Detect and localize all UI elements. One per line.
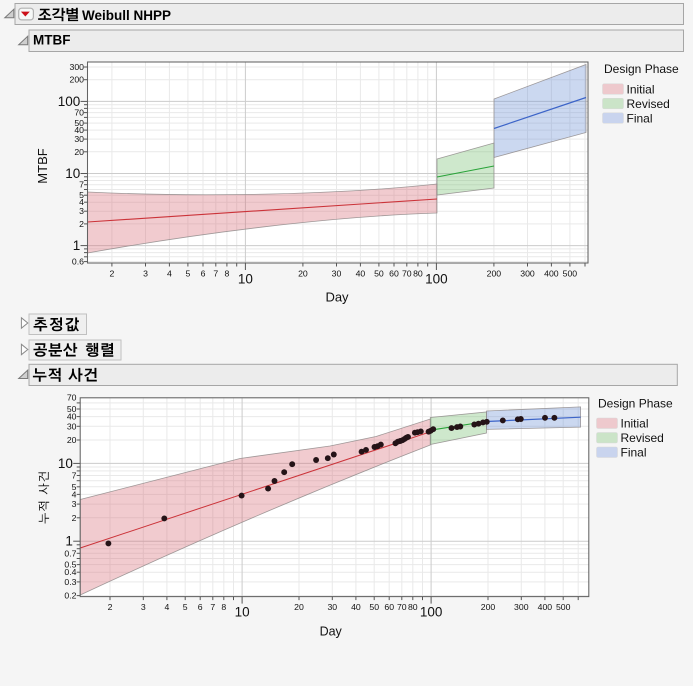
- svg-text:80: 80: [413, 269, 423, 279]
- svg-text:40: 40: [351, 602, 361, 612]
- svg-text:Initial: Initial: [621, 417, 649, 431]
- svg-text:MTBF: MTBF: [35, 148, 50, 183]
- svg-text:20: 20: [298, 269, 308, 279]
- svg-text:500: 500: [563, 269, 578, 279]
- svg-text:2: 2: [109, 269, 114, 279]
- svg-text:70: 70: [67, 393, 77, 403]
- svg-text:0.2: 0.2: [64, 591, 76, 601]
- svg-text:4: 4: [79, 197, 84, 207]
- svg-text:5: 5: [72, 482, 77, 492]
- svg-text:2: 2: [108, 602, 113, 612]
- svg-text:50: 50: [374, 269, 384, 279]
- svg-text:Day: Day: [325, 290, 349, 305]
- svg-text:7: 7: [72, 471, 77, 481]
- svg-text:30: 30: [327, 602, 337, 612]
- svg-text:30: 30: [67, 421, 77, 431]
- svg-text:60: 60: [384, 602, 394, 612]
- svg-text:50: 50: [369, 602, 379, 612]
- svg-text:10: 10: [65, 166, 80, 181]
- svg-text:70: 70: [397, 602, 407, 612]
- svg-text:0.7: 0.7: [64, 548, 76, 558]
- svg-text:100: 100: [58, 94, 81, 109]
- svg-text:0.4: 0.4: [64, 567, 76, 577]
- svg-text:8: 8: [224, 269, 229, 279]
- svg-text:2: 2: [79, 219, 84, 229]
- svg-text:300: 300: [70, 62, 85, 72]
- svg-text:Revised: Revised: [621, 431, 664, 445]
- svg-text:5: 5: [183, 602, 188, 612]
- svg-text:400: 400: [538, 602, 553, 612]
- svg-text:Final: Final: [627, 111, 653, 125]
- svg-text:30: 30: [332, 269, 342, 279]
- svg-text:8: 8: [221, 602, 226, 612]
- svg-text:300: 300: [520, 269, 535, 279]
- svg-text:1: 1: [65, 534, 73, 549]
- svg-text:70: 70: [402, 269, 412, 279]
- svg-text:500: 500: [556, 602, 571, 612]
- svg-text:200: 200: [70, 75, 85, 85]
- svg-text:Final: Final: [621, 446, 647, 460]
- svg-text:7: 7: [213, 269, 218, 279]
- svg-text:20: 20: [67, 435, 77, 445]
- svg-text:Design Phase: Design Phase: [604, 62, 679, 76]
- svg-text:20: 20: [74, 147, 84, 157]
- svg-text:3: 3: [141, 602, 146, 612]
- svg-text:70: 70: [74, 108, 84, 118]
- svg-text:5: 5: [79, 190, 84, 200]
- svg-text:100: 100: [425, 272, 448, 287]
- svg-text:300: 300: [514, 602, 529, 612]
- svg-text:6: 6: [201, 269, 206, 279]
- svg-text:1: 1: [73, 238, 81, 253]
- svg-text:10: 10: [235, 605, 250, 620]
- svg-text:0.3: 0.3: [64, 577, 76, 587]
- svg-text:200: 200: [487, 269, 502, 279]
- svg-text:7: 7: [210, 602, 215, 612]
- svg-text:Day: Day: [320, 624, 343, 638]
- svg-text:60: 60: [389, 269, 399, 279]
- svg-text:5: 5: [185, 269, 190, 279]
- svg-text:4: 4: [72, 489, 77, 499]
- svg-text:Revised: Revised: [627, 97, 670, 111]
- svg-text:Design Phase: Design Phase: [598, 397, 673, 411]
- svg-text:20: 20: [294, 602, 304, 612]
- svg-text:50: 50: [67, 404, 77, 414]
- svg-text:0.6: 0.6: [72, 257, 84, 267]
- svg-text:MTBF: MTBF: [33, 33, 71, 48]
- svg-text:4: 4: [167, 269, 172, 279]
- svg-text:0.5: 0.5: [64, 560, 76, 570]
- svg-text:30: 30: [74, 134, 84, 144]
- svg-text:3: 3: [143, 269, 148, 279]
- svg-text:6: 6: [198, 602, 203, 612]
- svg-text:4: 4: [164, 602, 169, 612]
- svg-text:3: 3: [79, 206, 84, 216]
- svg-text:200: 200: [481, 602, 496, 612]
- svg-text:400: 400: [544, 269, 559, 279]
- svg-text:Initial: Initial: [627, 82, 655, 96]
- svg-text:40: 40: [67, 412, 77, 422]
- svg-text:80: 80: [408, 602, 418, 612]
- svg-text:3: 3: [72, 499, 77, 509]
- svg-text:100: 100: [420, 605, 443, 620]
- svg-text:2: 2: [72, 513, 77, 523]
- svg-text:Weibull NHPP: Weibull NHPP: [82, 8, 171, 23]
- svg-text:10: 10: [238, 272, 253, 287]
- svg-text:40: 40: [356, 269, 366, 279]
- svg-text:40: 40: [74, 125, 84, 135]
- svg-text:10: 10: [58, 456, 73, 471]
- svg-text:7: 7: [79, 180, 84, 190]
- svg-text:50: 50: [74, 118, 84, 128]
